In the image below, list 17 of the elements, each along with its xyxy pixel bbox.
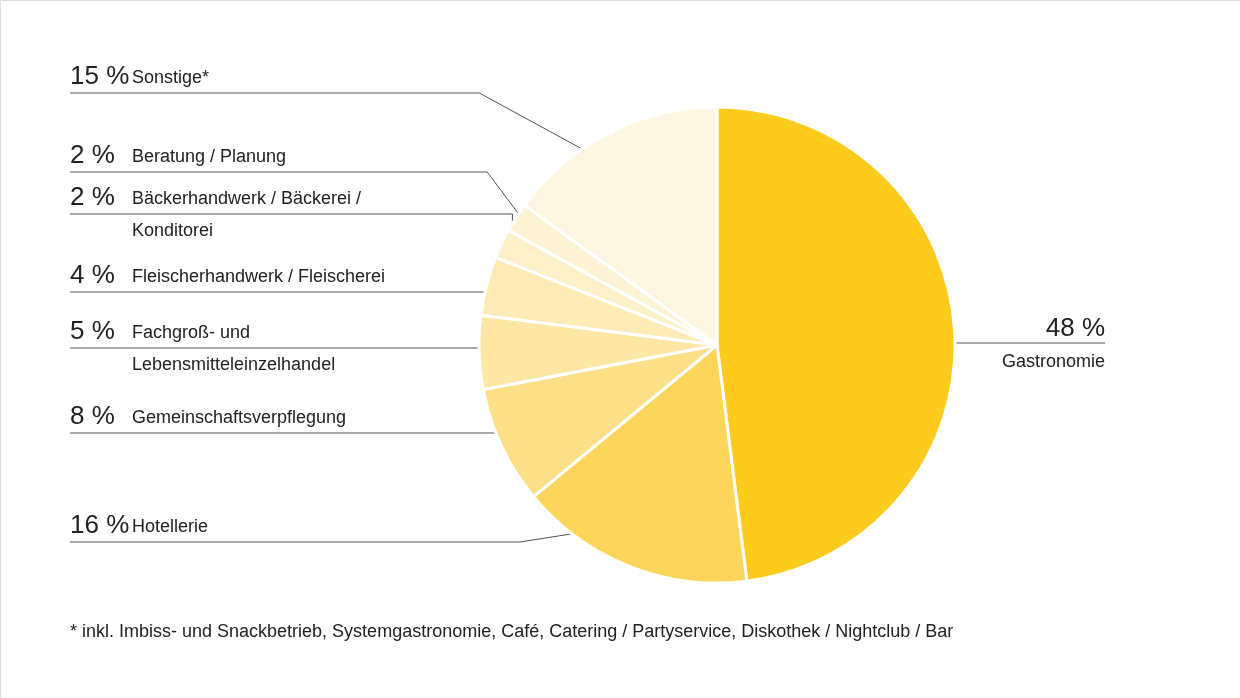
data-label: 15 % (70, 60, 130, 90)
data-label: 2 % (70, 181, 115, 211)
data-label: 5 % (70, 315, 115, 345)
slice-label: Fleischerhandwerk / Fleischerei (132, 266, 386, 286)
slice-label: Sonstige* (132, 67, 210, 87)
slice-label: Gastronomie (1001, 351, 1105, 371)
data-label: 48 % (1045, 312, 1105, 342)
slice-label: Fachgroß- und Lebensmitteleinzelhandel (132, 322, 336, 374)
data-label: 16 % (70, 509, 130, 539)
slice-label: Bäckerhandwerk / Bäckerei / Konditorei (132, 188, 362, 240)
data-label: 2 % (70, 139, 115, 169)
slice-label: Hotellerie (132, 516, 209, 536)
slice-label: Beratung / Planung (132, 146, 287, 166)
data-label: 8 % (70, 400, 115, 430)
data-label: 4 % (70, 259, 115, 289)
slice-label: Gemeinschaftsverpflegung (132, 407, 347, 427)
text: * inkl. Imbiss- und Snackbetrieb, Systemgastronomie, Café, Catering / Partyservice, Diskothek / Nightclub / Bar (70, 621, 954, 641)
